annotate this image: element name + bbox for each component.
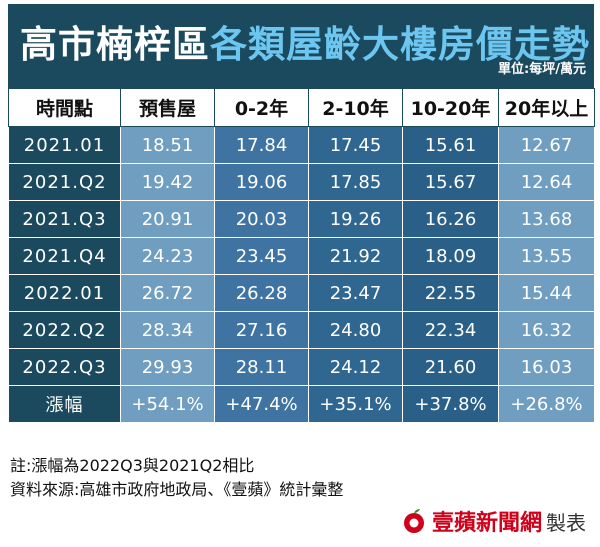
note-line: 註:漲幅為2022Q3與2021Q2相比	[10, 456, 255, 475]
brand-name: 壹蘋新聞網	[431, 511, 542, 536]
column-header: 預售屋	[120, 88, 215, 127]
table-cell: 12.64	[498, 163, 595, 201]
table-cell: 21.92	[308, 237, 403, 275]
footnotes: 註:漲幅為2022Q3與2021Q2相比 資料來源:高雄市政府地政局、《壹蘋》統…	[10, 454, 343, 502]
table-cell: +35.1%	[308, 385, 403, 423]
title-part-2: 各類屋齡大樓房價走勢	[210, 23, 590, 66]
row-label: 漲幅	[8, 385, 121, 423]
table-cell: 20.03	[214, 200, 309, 238]
table-cell: 27.16	[214, 311, 309, 349]
column-header: 0-2年	[214, 88, 309, 127]
table-cell: 12.67	[498, 126, 595, 164]
table-cell: 24.80	[308, 311, 403, 349]
table-cell: 17.45	[308, 126, 403, 164]
table-cell: 22.55	[402, 274, 499, 312]
table-cell: 18.09	[402, 237, 499, 275]
table-cell: 26.28	[214, 274, 309, 312]
table-cell: 13.55	[498, 237, 595, 275]
table-cell: 24.12	[308, 348, 403, 386]
table-cell: 21.60	[402, 348, 499, 386]
table-cell: 20.91	[120, 200, 215, 238]
row-label: 2021.Q2	[8, 163, 121, 201]
table-row: 2021.Q3 20.91 20.03 19.26 16.26 13.68	[8, 200, 595, 238]
table-cell: 19.42	[120, 163, 215, 201]
table-cell: 15.61	[402, 126, 499, 164]
unit-label: 單位:每坪/萬元	[498, 62, 586, 77]
table-cell: 28.34	[120, 311, 215, 349]
row-label: 2022.Q2	[8, 311, 121, 349]
row-label: 2021.01	[8, 126, 121, 164]
column-header: 2-10年	[308, 88, 403, 127]
table-cell: +37.8%	[402, 385, 499, 423]
table-cell: 16.03	[498, 348, 595, 386]
brand-suffix: 製表	[546, 510, 586, 535]
table-cell: 13.68	[498, 200, 595, 238]
table-cell: +47.4%	[214, 385, 309, 423]
header-row: 時間點 預售屋 0-2年 2-10年 10-20年 20年以上	[8, 88, 595, 127]
column-header: 時間點	[8, 88, 121, 127]
table-cell: 22.34	[402, 311, 499, 349]
table-cell: 16.32	[498, 311, 595, 349]
table-cell: 29.93	[120, 348, 215, 386]
table-body: 2021.01 18.51 17.84 17.45 15.61 12.67 2021.Q2 1…	[8, 126, 595, 423]
table-cell: 23.45	[214, 237, 309, 275]
table-row: 2021.Q2 19.42 19.06 17.85 15.67 12.64	[8, 163, 595, 201]
table-row: 2022.Q3 29.93 28.11 24.12 21.60 16.03	[8, 348, 595, 386]
table-cell: 28.11	[214, 348, 309, 386]
table-cell: 19.06	[214, 163, 309, 201]
table-row: 2022.Q2 28.34 27.16 24.80 22.34 16.32	[8, 311, 595, 349]
column-header: 20年以上	[498, 88, 595, 127]
row-label: 2022.01	[8, 274, 121, 312]
title-part-1: 高市楠梓區	[20, 23, 210, 66]
table-cell: 17.84	[214, 126, 309, 164]
table-cell: 15.67	[402, 163, 499, 201]
table-cell: 19.26	[308, 200, 403, 238]
table-cell: 15.44	[498, 274, 595, 312]
row-label: 2021.Q3	[8, 200, 121, 238]
table-cell: 18.51	[120, 126, 215, 164]
table-row: 2021.01 18.51 17.84 17.45 15.61 12.67	[8, 126, 595, 164]
table-cell: 16.26	[402, 200, 499, 238]
table-cell: 23.47	[308, 274, 403, 312]
table-cell: 17.85	[308, 163, 403, 201]
brand-logo: 壹蘋新聞網 製表	[402, 505, 586, 537]
title-banner: 高市楠梓區各類屋齡大樓房價走勢 單位:每坪/萬元	[8, 4, 594, 88]
source-line: 資料來源:高雄市政府地政局、《壹蘋》統計彙整	[10, 480, 344, 499]
table-cell: +54.1%	[120, 385, 215, 423]
table-cell: +26.8%	[498, 385, 595, 423]
table-row: 漲幅 +54.1% +47.4% +35.1% +37.8% +26.8%	[8, 385, 595, 423]
table-row: 2021.Q4 24.23 23.45 21.92 18.09 13.55	[8, 237, 595, 275]
table-cell: 24.23	[120, 237, 215, 275]
chart-title: 高市楠梓區各類屋齡大樓房價走勢	[20, 14, 590, 68]
apple-icon	[403, 509, 424, 533]
row-label: 2021.Q4	[8, 237, 121, 275]
row-label: 2022.Q3	[8, 348, 121, 386]
table-row: 2022.01 26.72 26.28 23.47 22.55 15.44	[8, 274, 595, 312]
column-header: 10-20年	[402, 88, 499, 127]
price-table: 時間點 預售屋 0-2年 2-10年 10-20年 20年以上 2021.01 18.51 1…	[8, 88, 595, 423]
table-cell: 26.72	[120, 274, 215, 312]
